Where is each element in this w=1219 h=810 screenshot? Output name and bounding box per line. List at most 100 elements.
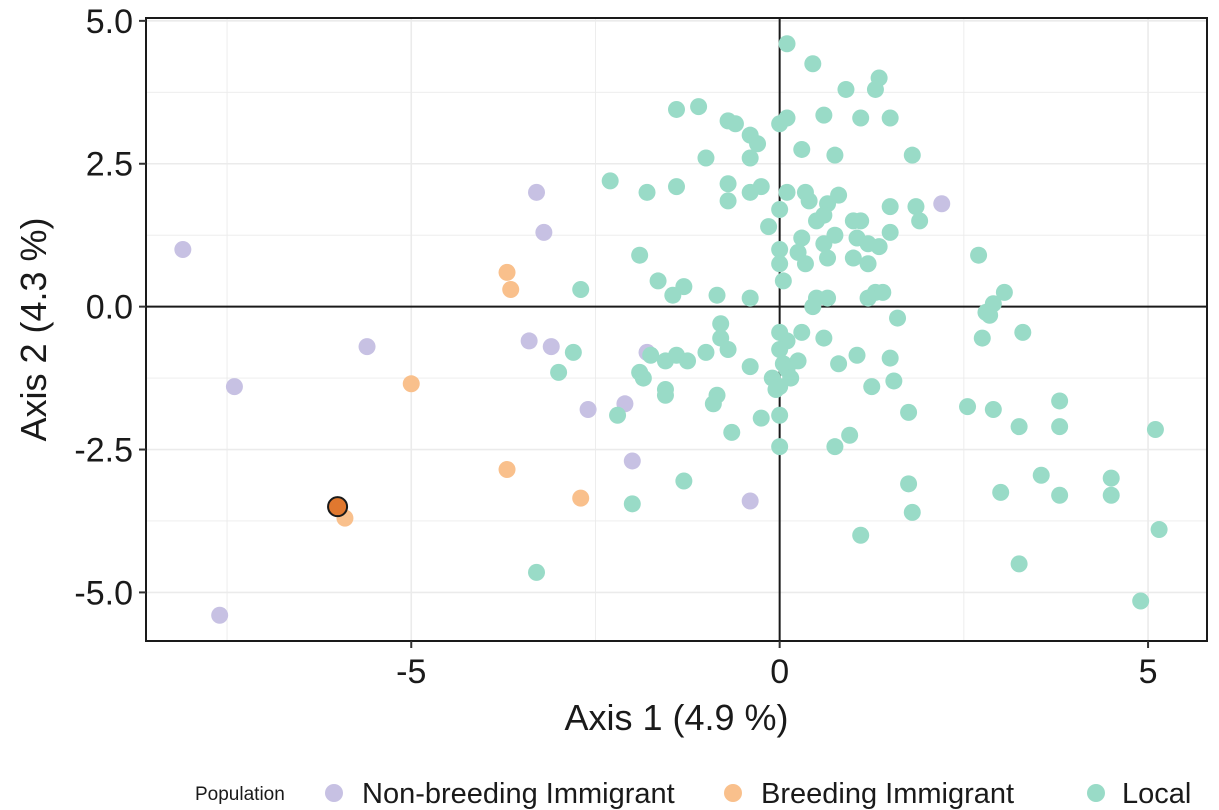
local-point — [984, 401, 1002, 419]
legend-label-non-breeding-immigrant: Non-breeding Immigrant — [362, 778, 675, 810]
local-point — [1032, 466, 1050, 484]
legend-key-local — [1087, 784, 1105, 802]
local-point — [719, 175, 737, 193]
local-point — [793, 140, 811, 158]
y-tick-label: 5.0 — [86, 3, 133, 41]
local-point — [675, 472, 693, 490]
local-point — [1014, 323, 1032, 341]
local-point — [778, 109, 796, 127]
plot-panel-border — [145, 17, 1208, 642]
local-point — [859, 255, 877, 273]
local-point — [852, 109, 870, 127]
local-point — [981, 306, 999, 324]
non-breeding-immigrant-point — [535, 223, 553, 241]
local-point — [881, 109, 899, 127]
local-point — [1051, 486, 1069, 504]
local-point — [774, 272, 792, 290]
local-point — [690, 98, 708, 116]
local-point — [900, 403, 918, 421]
local-point — [995, 283, 1013, 301]
local-point — [771, 200, 789, 218]
local-point — [741, 289, 759, 307]
local-point — [712, 315, 730, 333]
non-breeding-immigrant-point — [741, 492, 759, 510]
local-point — [550, 363, 568, 381]
local-point — [1010, 555, 1028, 573]
local-point — [889, 309, 907, 327]
legend-title: Population — [195, 784, 285, 805]
breeding-immigrant-point — [572, 489, 590, 507]
local-point — [609, 406, 627, 424]
non-breeding-immigrant-point — [225, 378, 243, 396]
local-point — [837, 80, 855, 98]
local-point — [778, 35, 796, 53]
local-point — [752, 178, 770, 196]
y-tick-label: 0.0 — [86, 289, 133, 327]
x-axis-title: Axis 1 (4.9 %) — [564, 697, 788, 738]
local-point — [881, 223, 899, 241]
local-point — [741, 149, 759, 167]
local-point — [848, 346, 866, 364]
local-point — [719, 192, 737, 210]
local-point — [903, 503, 921, 521]
local-point — [800, 192, 818, 210]
local-point — [903, 146, 921, 164]
local-point — [992, 483, 1010, 501]
legend-label-breeding-immigrant: Breeding Immigrant — [761, 778, 1014, 810]
local-point — [793, 323, 811, 341]
local-point — [870, 238, 888, 256]
x-tick-label: 5 — [1139, 653, 1158, 691]
breeding-immigrant-point — [498, 461, 516, 479]
local-point — [726, 115, 744, 133]
local-point — [844, 249, 862, 267]
legend: Population Non-breeding Immigrant Breedin… — [195, 778, 1191, 810]
local-point — [796, 255, 814, 273]
local-point — [634, 369, 652, 387]
local-point — [623, 495, 641, 513]
local-point — [631, 246, 649, 264]
local-point — [767, 381, 785, 399]
local-point — [697, 149, 715, 167]
local-point — [881, 349, 899, 367]
local-point — [741, 358, 759, 376]
local-point — [885, 372, 903, 390]
local-point — [771, 255, 789, 273]
local-point — [830, 186, 848, 204]
local-point — [815, 106, 833, 124]
local-point — [900, 475, 918, 493]
local-point — [826, 146, 844, 164]
local-point — [1102, 469, 1120, 487]
local-point — [760, 218, 778, 236]
local-point — [819, 249, 837, 267]
local-point — [572, 280, 590, 298]
local-point — [911, 212, 929, 230]
local-point — [771, 406, 789, 424]
local-point — [749, 135, 767, 153]
legend-label-local: Local — [1122, 778, 1191, 810]
local-point — [771, 438, 789, 456]
local-point — [793, 229, 811, 247]
local-point — [973, 329, 991, 347]
local-point — [1150, 521, 1168, 539]
data-points — [174, 35, 1168, 624]
y-axis-title: Axis 2 (4.3 %) — [13, 217, 54, 441]
non-breeding-immigrant-point — [211, 606, 229, 624]
breeding-immigrant-point — [402, 375, 420, 393]
y-tick-label: 2.5 — [86, 146, 133, 184]
non-breeding-immigrant-point — [358, 338, 376, 356]
local-point — [664, 286, 682, 304]
local-point — [642, 346, 660, 364]
local-point — [601, 172, 619, 190]
local-point — [668, 100, 685, 118]
non-breeding-immigrant-point — [933, 195, 951, 213]
local-point — [815, 329, 833, 347]
axis-ticks: -5 0 5 -5.0 -2.5 0.0 2.5 5.0 — [74, 3, 1157, 691]
local-point — [866, 80, 884, 98]
local-point — [959, 398, 977, 416]
local-point — [1102, 486, 1120, 504]
local-point — [804, 55, 822, 73]
local-point — [826, 438, 844, 456]
local-point — [649, 272, 667, 290]
local-point — [881, 198, 899, 216]
